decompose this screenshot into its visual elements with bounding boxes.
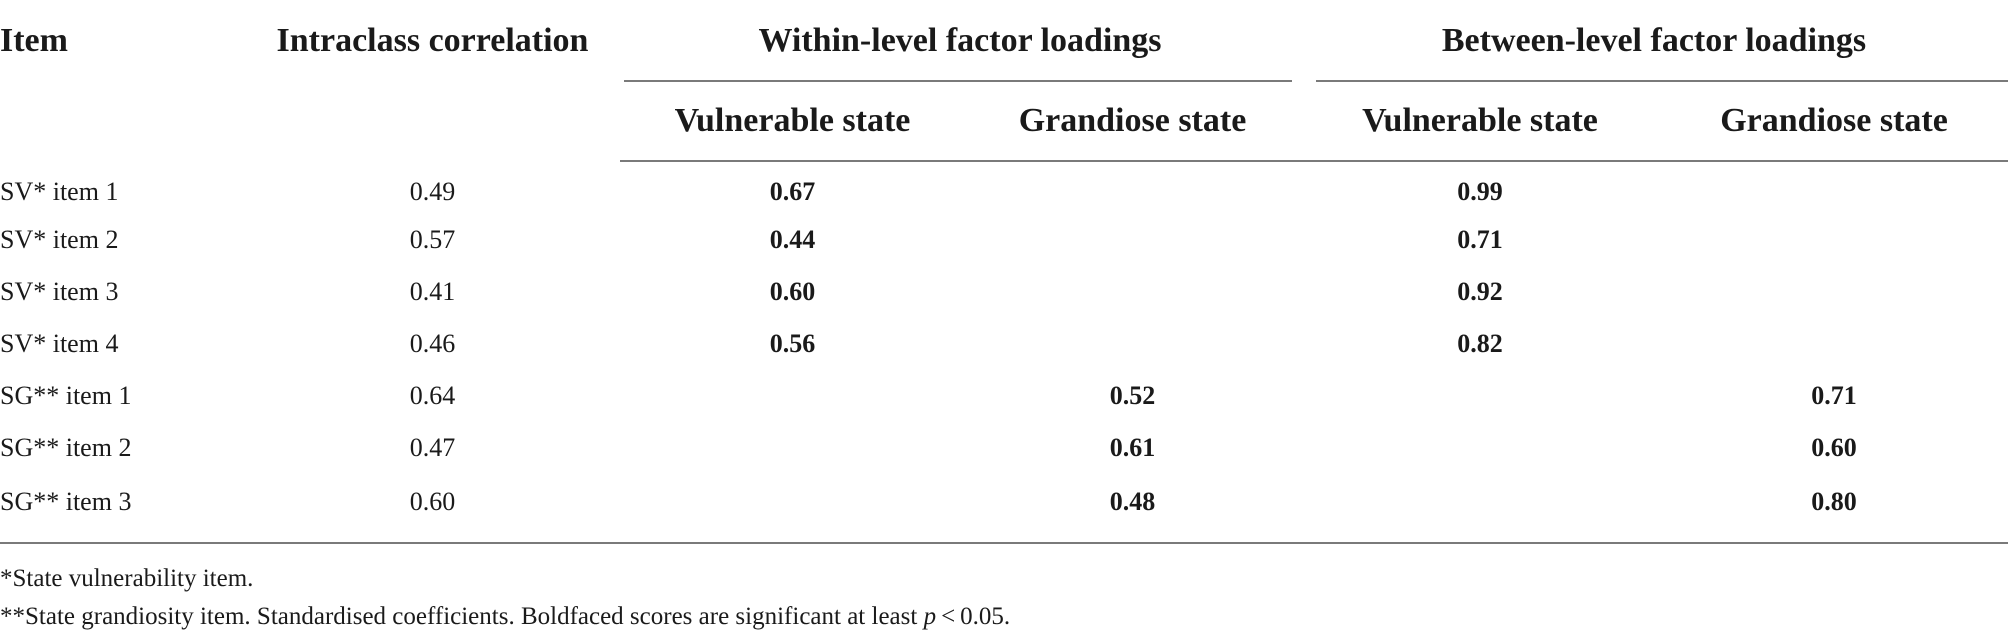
footnote-1: *State vulnerability item.	[0, 565, 254, 592]
cell-icc: 0.64	[409, 381, 456, 410]
cell-within-grandiose	[965, 266, 1300, 318]
header-between-label: Between-level factor loadings	[1441, 22, 1867, 59]
cell-between-grandiose: 0.71	[1811, 381, 1857, 410]
cell-icc: 0.46	[409, 329, 456, 358]
footnote-2-p: p	[923, 603, 937, 630]
cell-item: SV* item 2	[0, 225, 119, 254]
footnote-2: **State grandiosity item. Standardised c…	[0, 598, 2000, 636]
cell-within-grandiose: 0.48	[1109, 487, 1156, 516]
cell-within-vulnerable	[620, 422, 965, 474]
table-bottom-rule	[0, 542, 2008, 544]
cell-icc: 0.60	[409, 487, 456, 516]
header-item: Item	[0, 22, 68, 59]
cell-item: SV* item 1	[0, 176, 119, 206]
table-row: SG** item 3 0.60 0.48 0.80	[0, 474, 2008, 532]
header-within-group: Within-level factor loadings	[620, 0, 1300, 82]
header-within-vulnerable: Vulnerable state	[620, 82, 965, 162]
cell-item: SG** item 2	[0, 433, 132, 462]
cell-icc: 0.47	[409, 433, 456, 462]
cell-item: SV* item 4	[0, 329, 119, 358]
cell-within-vulnerable: 0.67	[769, 177, 816, 206]
table-row: SV* item 3 0.41 0.60 0.92	[0, 266, 2008, 318]
cell-between-vulnerable: 0.99	[1457, 177, 1503, 206]
within-group-rule	[624, 80, 1293, 82]
cell-item: SG** item 3	[0, 487, 132, 516]
header-row-states: Vulnerable state Grandiose state Vulnera…	[0, 82, 2008, 162]
table-row: SG** item 1 0.64 0.52 0.71	[0, 370, 2008, 422]
cell-within-vulnerable: 0.56	[769, 329, 816, 358]
header-between-grandiose: Grandiose state	[1660, 82, 2008, 162]
table-footnotes: *State vulnerability item. **State grand…	[0, 560, 2000, 636]
cell-between-grandiose: 0.80	[1811, 487, 1857, 516]
header-within-grandiose: Grandiose state	[965, 82, 1301, 162]
cell-within-grandiose	[965, 161, 1300, 214]
cell-within-grandiose: 0.52	[1109, 381, 1156, 410]
cell-within-vulnerable: 0.60	[769, 277, 816, 306]
cell-between-vulnerable: 0.82	[1457, 329, 1503, 358]
cell-between-grandiose	[1660, 266, 2008, 318]
table-row: SV* item 1 0.49 0.67 0.99	[0, 161, 2008, 214]
cell-item: SG** item 1	[0, 381, 132, 410]
between-group-rule	[1316, 80, 2008, 82]
cell-within-grandiose: 0.61	[1109, 433, 1156, 462]
table-row: SV* item 4 0.46 0.56 0.82	[0, 318, 2008, 370]
footnote-2-threshold: < 0.05.	[936, 603, 1011, 630]
cell-between-vulnerable: 0.71	[1457, 225, 1503, 254]
header-within-label: Within-level factor loadings	[758, 22, 1162, 59]
footnote-2-text: **State grandiosity item. Standardised c…	[0, 603, 924, 630]
cell-between-grandiose	[1660, 318, 2008, 370]
cell-between-grandiose: 0.60	[1811, 433, 1857, 462]
cell-icc: 0.49	[409, 176, 456, 206]
header-row-groups: Item Intraclass correlation Within-level…	[0, 0, 2008, 82]
cell-between-grandiose	[1660, 161, 2008, 214]
cell-between-vulnerable: 0.92	[1457, 277, 1503, 306]
table-row: SG** item 2 0.47 0.61 0.60	[0, 422, 2008, 474]
header-between-vulnerable: Vulnerable state	[1300, 82, 1661, 162]
cell-within-vulnerable	[620, 474, 965, 532]
cell-within-grandiose	[965, 214, 1300, 266]
cell-between-vulnerable	[1300, 370, 1660, 422]
header-icc: Intraclass correlation	[276, 22, 589, 59]
cell-within-vulnerable	[620, 370, 965, 422]
cell-within-grandiose	[965, 318, 1300, 370]
cell-between-vulnerable	[1300, 422, 1660, 474]
cell-icc: 0.41	[409, 277, 456, 306]
cell-within-vulnerable: 0.44	[769, 225, 816, 254]
cell-icc: 0.57	[409, 225, 456, 254]
results-table: Item Intraclass correlation Within-level…	[0, 0, 2008, 532]
table-row: SV* item 2 0.57 0.44 0.71	[0, 214, 2008, 266]
header-between-group: Between-level factor loadings	[1300, 0, 2008, 82]
cell-between-grandiose	[1660, 214, 2008, 266]
cell-between-vulnerable	[1300, 474, 1660, 532]
cell-item: SV* item 3	[0, 277, 119, 306]
